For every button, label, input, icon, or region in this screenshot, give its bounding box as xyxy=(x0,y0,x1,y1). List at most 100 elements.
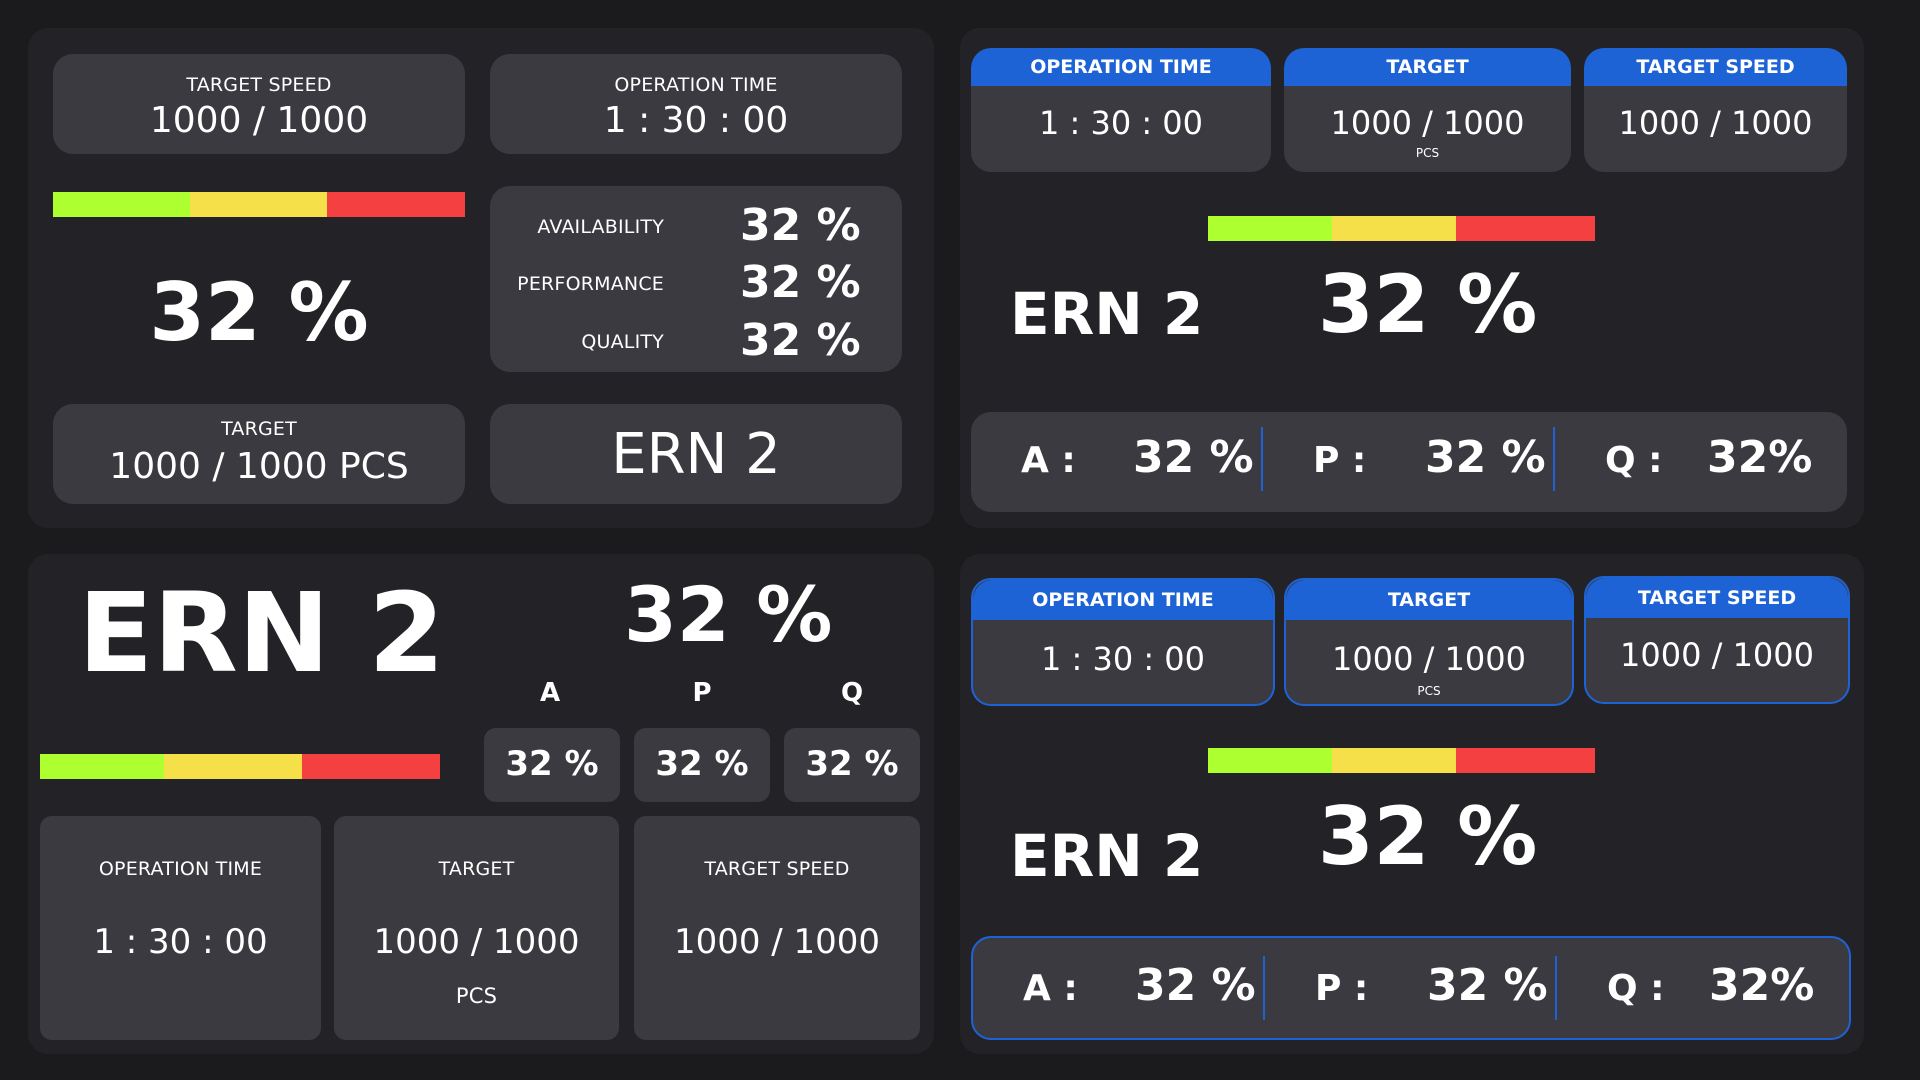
panel-top-left: TARGET SPEED 1000 / 1000 OPERATION TIME … xyxy=(28,28,934,528)
operation-time-value: 1 : 30 : 00 xyxy=(1038,104,1204,142)
panel-bottom-left: ERN 2 32 % A P Q 32 % 32 % 32 % OPERATIO… xyxy=(28,554,934,1054)
a-label: A : xyxy=(1021,440,1076,481)
target-value: 1000 / 1000 xyxy=(1330,104,1525,142)
operation-time-label: OPERATION TIME xyxy=(98,858,263,880)
oee-progress-bar xyxy=(1208,748,1595,773)
q-value: 32% xyxy=(1709,960,1815,1011)
target-speed-value: 1000 / 1000 xyxy=(1618,104,1813,142)
q-value: 32% xyxy=(1707,432,1813,483)
machine-name: ERN 2 xyxy=(1010,822,1204,890)
target-unit: PCS xyxy=(1417,684,1441,698)
panel-bottom-right: OPERATION TIME 1 : 30 : 00 TARGET 1000 /… xyxy=(960,554,1864,1054)
q-label: Q : xyxy=(1607,968,1665,1009)
q-value-card: 32 % xyxy=(784,728,920,802)
oee-value: 32 % xyxy=(624,570,833,659)
target-speed-value: 1000 / 1000 xyxy=(1620,636,1814,674)
a-header: A xyxy=(539,678,561,708)
bar-segment-green xyxy=(1208,748,1332,773)
p-label: P : xyxy=(1313,440,1367,481)
p-value: 32 % xyxy=(655,744,749,784)
quality-value: 32 % xyxy=(740,315,861,366)
p-label: P : xyxy=(1315,968,1369,1009)
target-speed-label: TARGET SPEED xyxy=(1584,48,1847,86)
target-speed-card: TARGET SPEED 1000 / 1000 xyxy=(1584,576,1850,704)
operation-time-card: OPERATION TIME 1 : 30 : 00 xyxy=(971,578,1275,706)
a-label: A : xyxy=(1023,968,1078,1009)
operation-time-value: 1 : 30 : 00 xyxy=(93,922,268,962)
apq-strip: A : 32 % P : 32 % Q : 32% xyxy=(971,936,1851,1040)
target-label: TARGET xyxy=(221,418,297,440)
quality-label: QUALITY xyxy=(581,331,664,353)
apq-strip: A : 32 % P : 32 % Q : 32% xyxy=(971,412,1847,512)
performance-label: PERFORMANCE xyxy=(517,273,664,295)
operation-time-card: OPERATION TIME 1 : 30 : 00 xyxy=(971,48,1271,172)
target-label: TARGET xyxy=(1284,48,1571,86)
a-value: 32 % xyxy=(1135,960,1256,1011)
q-header: Q xyxy=(840,678,864,708)
target-speed-card: TARGET SPEED 1000 / 1000 xyxy=(1584,48,1847,172)
oee-value: 32 % xyxy=(1318,258,1538,351)
a-value: 32 % xyxy=(505,744,599,784)
target-label: TARGET xyxy=(438,858,515,880)
operation-time-value: 1 : 30 : 00 xyxy=(603,100,789,141)
bar-segment-red xyxy=(302,754,440,779)
operation-time-card: OPERATION TIME 1 : 30 : 00 xyxy=(490,54,902,154)
separator xyxy=(1555,956,1557,1020)
a-value: 32 % xyxy=(1133,432,1254,483)
separator xyxy=(1263,956,1265,1020)
bar-segment-red xyxy=(1455,216,1595,241)
bar-segment-yellow xyxy=(190,192,328,217)
operation-time-value: 1 : 30 : 00 xyxy=(1040,640,1206,678)
target-unit: PCS xyxy=(455,984,498,1008)
target-card: TARGET 1000 / 1000 PCS xyxy=(1284,578,1574,706)
bar-segment-yellow xyxy=(1331,748,1456,773)
oee-progress-bar xyxy=(40,754,440,779)
oee-value: 32 % xyxy=(149,266,369,359)
target-value: 1000 / 1000 PCS xyxy=(109,446,409,487)
operation-time-label: OPERATION TIME xyxy=(614,74,778,96)
oee-value: 32 % xyxy=(1318,790,1538,883)
target-value: 1000 / 1000 xyxy=(373,922,580,962)
target-card: TARGET 1000 / 1000 PCS xyxy=(334,816,619,1040)
target-card: TARGET 1000 / 1000 PCS xyxy=(53,404,465,504)
target-speed-label: TARGET SPEED xyxy=(1586,578,1848,618)
bar-segment-green xyxy=(53,192,191,217)
target-speed-value: 1000 / 1000 xyxy=(673,922,881,962)
p-value: 32 % xyxy=(1425,432,1546,483)
target-value: 1000 / 1000 xyxy=(1332,640,1526,678)
p-value-card: 32 % xyxy=(634,728,770,802)
performance-value: 32 % xyxy=(740,257,861,308)
bar-segment-yellow xyxy=(1331,216,1456,241)
target-speed-card: TARGET SPEED 1000 / 1000 xyxy=(53,54,465,154)
machine-name: ERN 2 xyxy=(1010,280,1204,348)
target-label: TARGET xyxy=(1286,580,1572,620)
machine-name-card: ERN 2 xyxy=(490,404,902,504)
operation-time-card: OPERATION TIME 1 : 30 : 00 xyxy=(40,816,321,1040)
apq-card: AVAILABILITY 32 % PERFORMANCE 32 % QUALI… xyxy=(490,186,902,372)
availability-label: AVAILABILITY xyxy=(537,216,664,238)
target-speed-label: TARGET SPEED xyxy=(186,74,332,96)
bar-segment-green xyxy=(40,754,164,779)
oee-progress-bar xyxy=(53,192,465,217)
bar-segment-green xyxy=(1208,216,1332,241)
machine-name: ERN 2 xyxy=(78,569,445,697)
target-speed-label: TARGET SPEED xyxy=(704,858,850,880)
separator xyxy=(1553,427,1555,491)
target-unit: PCS xyxy=(1415,146,1440,160)
p-value: 32 % xyxy=(1427,960,1548,1011)
operation-time-label: OPERATION TIME xyxy=(973,580,1273,620)
p-header: P xyxy=(692,678,712,708)
bar-segment-yellow xyxy=(164,754,302,779)
oee-progress-bar xyxy=(1208,216,1595,241)
q-label: Q : xyxy=(1605,440,1663,481)
q-value: 32 % xyxy=(805,744,899,784)
bar-segment-red xyxy=(327,192,465,217)
panel-top-right: OPERATION TIME 1 : 30 : 00 TARGET 1000 /… xyxy=(960,28,1864,528)
separator xyxy=(1261,427,1263,491)
target-speed-card: TARGET SPEED 1000 / 1000 xyxy=(634,816,920,1040)
a-value-card: 32 % xyxy=(484,728,620,802)
bar-segment-red xyxy=(1455,748,1595,773)
availability-value: 32 % xyxy=(740,200,861,251)
target-card: TARGET 1000 / 1000 PCS xyxy=(1284,48,1571,172)
target-speed-value: 1000 / 1000 xyxy=(149,100,369,141)
